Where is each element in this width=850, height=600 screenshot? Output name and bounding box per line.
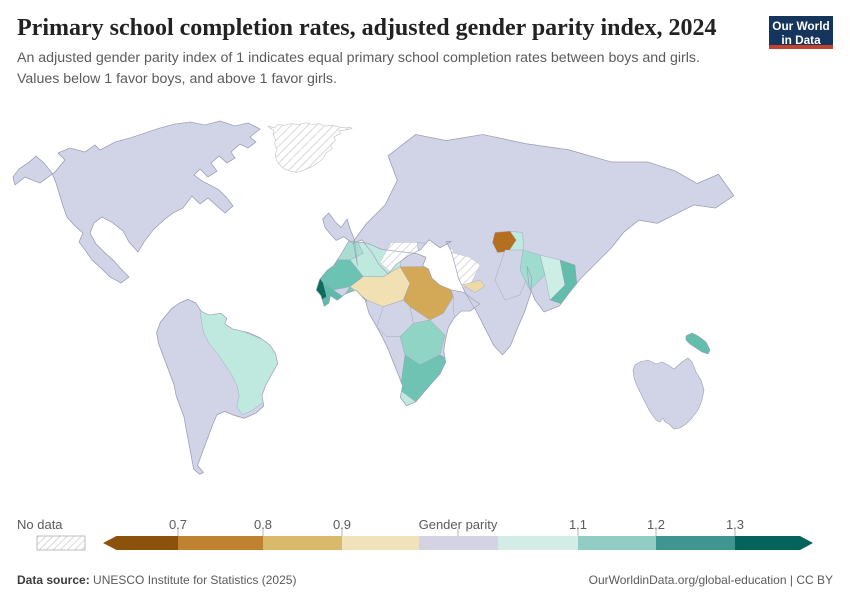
svg-text:1.1: 1.1 (569, 517, 587, 532)
svg-text:0.8: 0.8 (254, 517, 272, 532)
svg-text:1.2: 1.2 (647, 517, 665, 532)
svg-text:1.3: 1.3 (726, 517, 744, 532)
svg-text:Gender parity: Gender parity (419, 517, 498, 532)
svg-text:0.7: 0.7 (169, 517, 187, 532)
svg-text:0.9: 0.9 (333, 517, 351, 532)
svg-text:No data: No data (17, 517, 63, 532)
